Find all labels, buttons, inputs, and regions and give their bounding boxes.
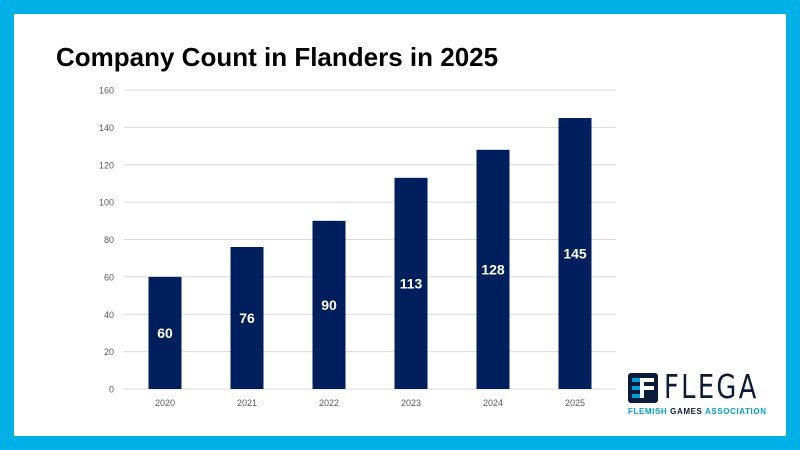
x-tick-label: 2020 <box>155 398 175 408</box>
logo-tagline-games: GAMES <box>670 407 703 416</box>
data-label: 90 <box>321 297 337 313</box>
x-tick-label: 2025 <box>565 398 585 408</box>
y-tick-label: 0 <box>109 385 114 395</box>
data-label: 76 <box>239 310 255 326</box>
bar <box>230 246 264 389</box>
y-tick-label: 100 <box>99 198 114 208</box>
y-tick-label: 40 <box>104 310 114 320</box>
data-label: 60 <box>157 325 173 341</box>
chart-title: Company Count in Flanders in 2025 <box>56 42 499 72</box>
bar <box>394 177 428 389</box>
logo-tagline-association: ASSOCIATION <box>705 407 767 416</box>
data-label: 128 <box>481 261 505 277</box>
bar <box>148 276 182 389</box>
logo-wordmark: FLEGA <box>664 367 759 406</box>
logo-tagline: FLEMISH GAMES ASSOCIATION <box>628 407 767 416</box>
x-tick-label: 2022 <box>319 398 339 408</box>
y-tick-label: 120 <box>99 160 114 170</box>
flega-logo-icon <box>628 373 658 403</box>
bar <box>558 118 592 389</box>
x-tick-label: 2023 <box>401 398 421 408</box>
y-tick-label: 80 <box>104 235 114 245</box>
flega-logo: FLEGA FLEMISH GAMES ASSOCIATION <box>628 367 766 421</box>
y-tick-label: 160 <box>99 86 114 96</box>
bar <box>312 220 346 389</box>
data-label: 145 <box>563 246 587 262</box>
y-tick-label: 20 <box>104 347 114 357</box>
x-tick-label: 2024 <box>483 398 503 408</box>
y-tick-label: 140 <box>99 123 114 133</box>
logo-tagline-flemish: FLEMISH <box>628 407 668 416</box>
bar <box>476 149 510 389</box>
y-tick-label: 60 <box>104 272 114 282</box>
data-label: 113 <box>400 275 423 291</box>
x-tick-label: 2021 <box>237 398 257 408</box>
